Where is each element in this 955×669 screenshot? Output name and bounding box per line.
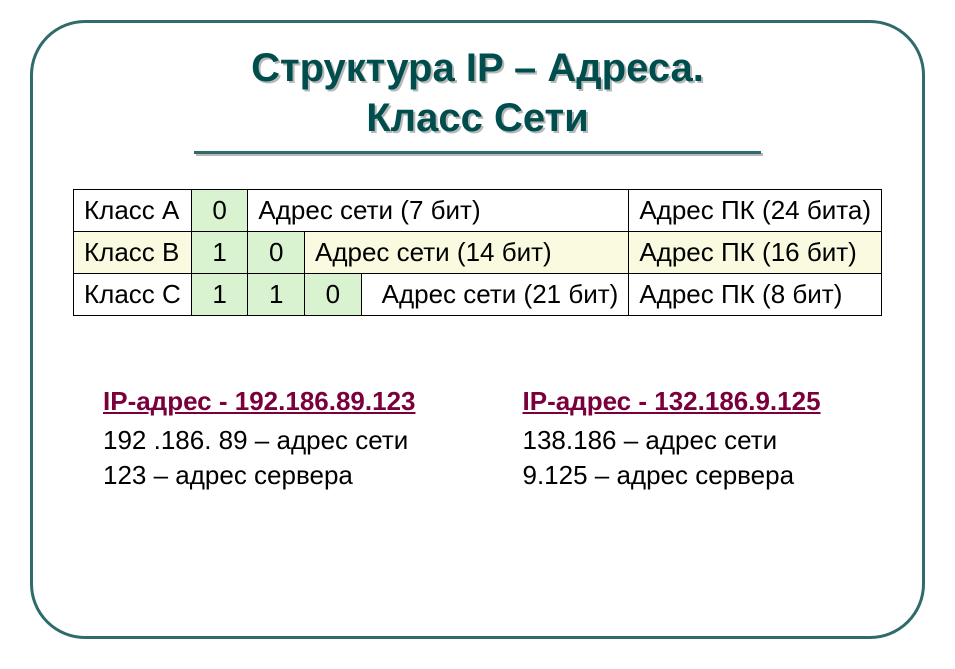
class-label-cell: Класс С [74, 274, 192, 316]
net-label-cell: Адрес сети (21 бит) [361, 274, 629, 316]
ip-class-table: Класс А 0 Адрес сети (7 бит) Адрес ПК (2… [73, 189, 882, 316]
net-label-cell: Адрес сети (7 бит) [248, 190, 629, 232]
example-left: IP-адрес - 192.186.89.123 192 .186. 89 –… [103, 386, 463, 495]
rounded-frame: Структура IP – Адреса. Класс Сети Класс … [30, 20, 925, 639]
title-underline [194, 151, 760, 154]
examples-block: IP-адрес - 192.186.89.123 192 .186. 89 –… [73, 386, 882, 495]
table-row: Класс А 0 Адрес сети (7 бит) Адрес ПК (2… [74, 190, 882, 232]
title-line-2: Класс Сети [73, 93, 882, 143]
title-block: Структура IP – Адреса. Класс Сети [73, 43, 882, 159]
example-line: 123 – адрес сервера [103, 460, 463, 491]
title-line-1: Структура IP – Адреса. [73, 43, 882, 93]
table-row: Класс С 1 1 0 Адрес сети (21 бит) Адрес … [74, 274, 882, 316]
bit-cell: 1 [248, 274, 305, 316]
bit-cell: 1 [191, 232, 248, 274]
class-label-cell: Класс В [74, 232, 192, 274]
example-line: 9.125 – адрес сервера [523, 460, 883, 491]
class-label-cell: Класс А [74, 190, 192, 232]
slide: Структура IP – Адреса. Класс Сети Класс … [0, 0, 955, 669]
bit-cell: 0 [191, 190, 248, 232]
bit-cell: 0 [305, 274, 362, 316]
example-right: IP-адрес - 132.186.9.125 138.186 – адрес… [523, 386, 883, 495]
example-heading: IP-адрес - 132.186.9.125 [523, 386, 883, 417]
net-label-cell: Адрес сети (14 бит) [305, 232, 629, 274]
example-line: 192 .186. 89 – адрес сети [103, 425, 463, 456]
host-label-cell: Адрес ПК (8 бит) [629, 274, 882, 316]
example-line: 138.186 – адрес сети [523, 425, 883, 456]
host-label-cell: Адрес ПК (24 бита) [629, 190, 882, 232]
example-heading: IP-адрес - 192.186.89.123 [103, 386, 463, 417]
bit-cell: 1 [191, 274, 248, 316]
host-label-cell: Адрес ПК (16 бит) [629, 232, 882, 274]
table-row: Класс В 1 0 Адрес сети (14 бит) Адрес ПК… [74, 232, 882, 274]
bit-cell: 0 [248, 232, 305, 274]
